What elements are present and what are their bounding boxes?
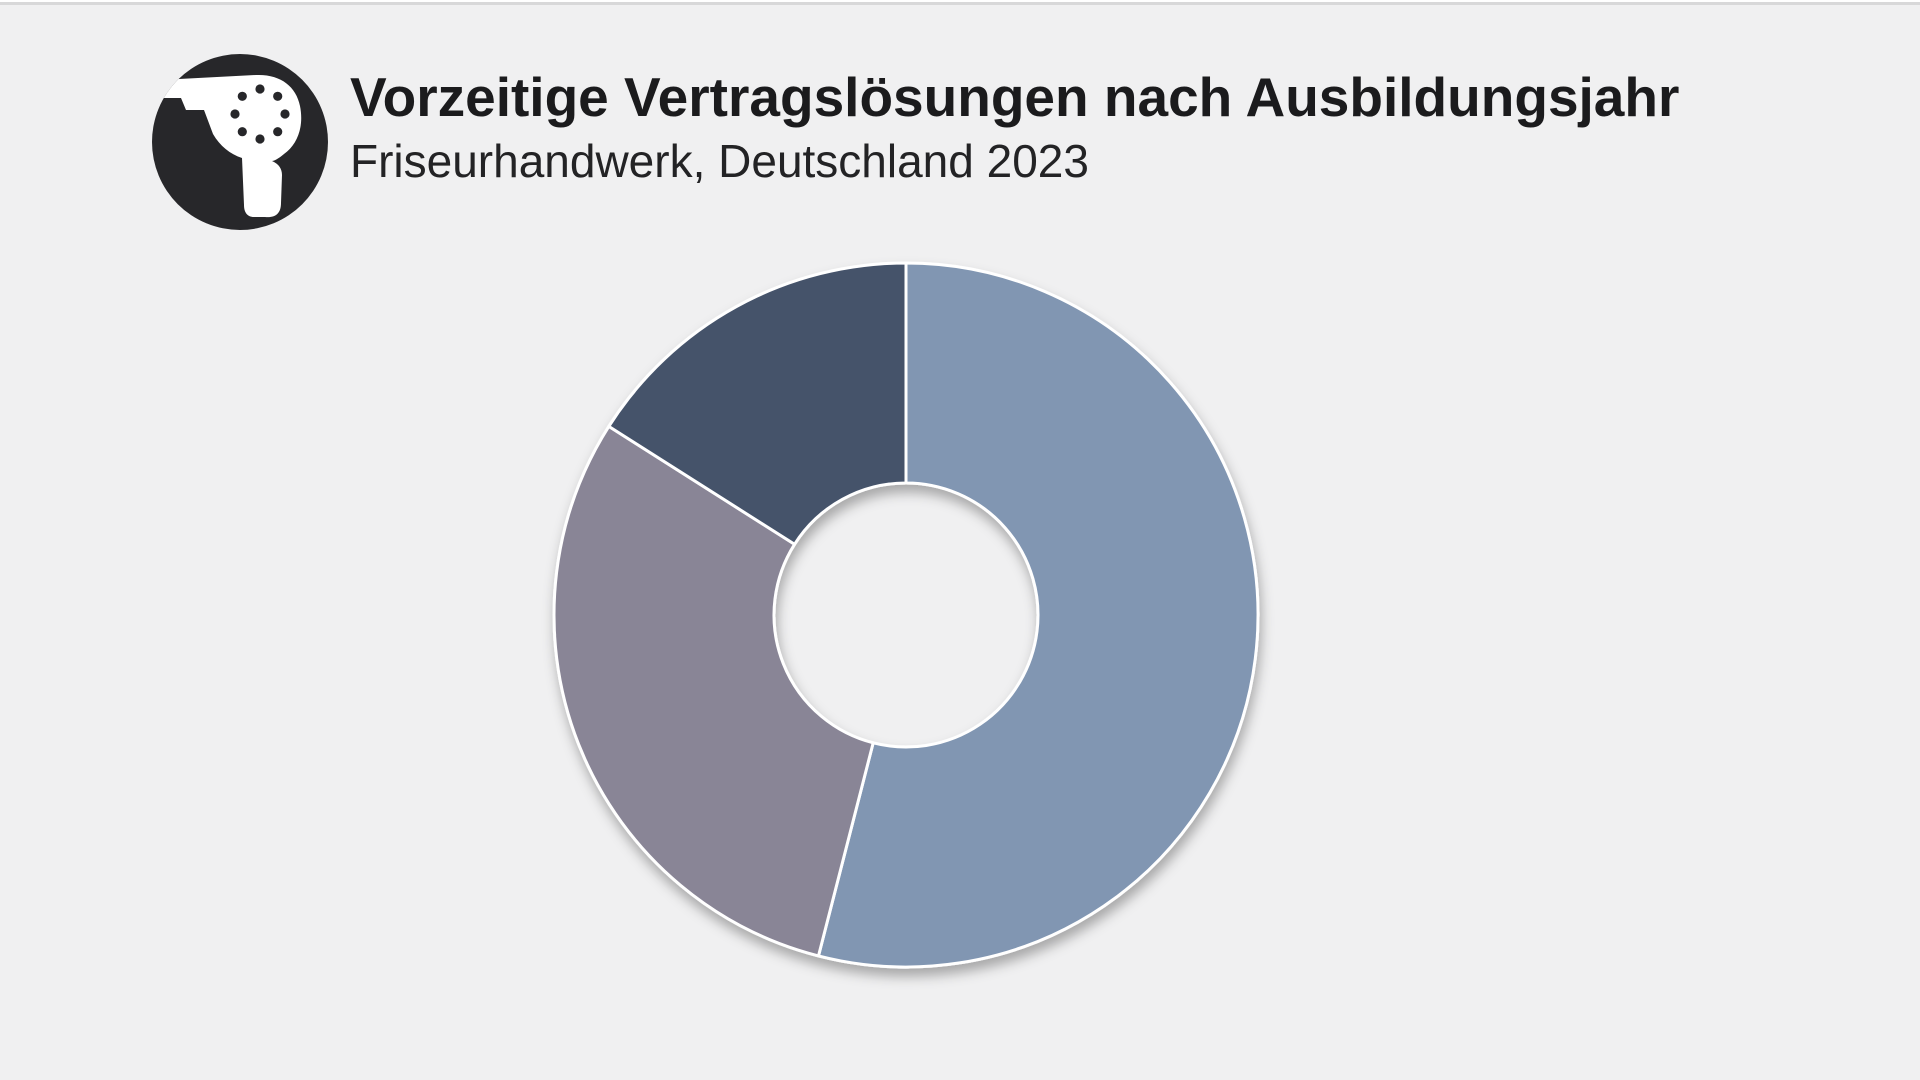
chart-subtitle: Friseurhandwerk, Deutschland 2023 (350, 135, 1089, 187)
hairdryer-body (160, 74, 302, 218)
donut-slices (552, 261, 1260, 969)
donut-segment-3[interactable] (607, 261, 908, 546)
top-edge-line (0, 0, 1920, 5)
hairdryer-icon (152, 54, 328, 230)
chart-title: Vorzeitige Vertragslösungen nach Ausbild… (350, 66, 1680, 128)
donut-chart (552, 261, 1260, 969)
donut-segment-1[interactable] (816, 261, 1260, 969)
chart-header: Vorzeitige Vertragslösungen nach Ausbild… (152, 54, 1679, 230)
hairdryer-vent-dots (230, 84, 290, 144)
title-block: Vorzeitige Vertragslösungen nach Ausbild… (350, 54, 1679, 190)
donut-segment-2[interactable] (552, 424, 875, 958)
